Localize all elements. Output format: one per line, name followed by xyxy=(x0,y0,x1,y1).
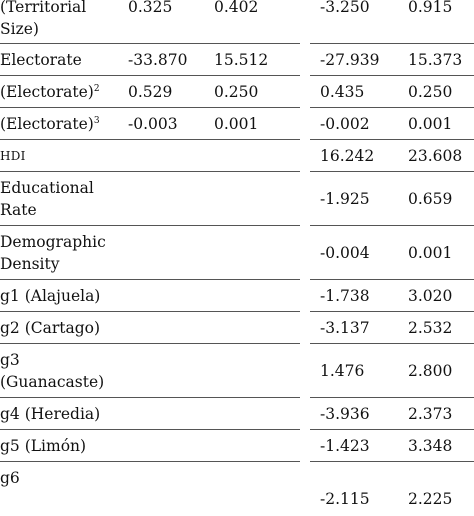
row-divider-right xyxy=(310,343,474,344)
model2-coefficient: -2.115 xyxy=(320,490,370,508)
model2-coefficient: 16.242 xyxy=(320,147,375,165)
table-row: (Electorate)2 0.529 0.250 0.435 0.250 xyxy=(0,76,474,108)
model1-std-error: 0.250 xyxy=(214,83,259,101)
row-divider-left xyxy=(0,171,300,172)
row-divider-right xyxy=(310,397,474,398)
row-divider-left xyxy=(0,43,300,44)
table-row: g2 (Cartago) -3.137 2.532 xyxy=(0,312,474,344)
row-label: (Territorial Size) xyxy=(0,0,87,38)
row-divider-left xyxy=(0,461,300,462)
row-label: Educational Rate xyxy=(0,179,94,219)
row-label: (Electorate) xyxy=(0,83,94,101)
exponent: 3 xyxy=(93,115,100,126)
row-label: g5 (Limón) xyxy=(0,437,87,455)
model1-coefficient: 0.325 xyxy=(128,0,173,16)
row-divider-left xyxy=(0,139,300,140)
row-divider-left xyxy=(0,75,300,76)
model2-coefficient: -1.423 xyxy=(320,437,370,455)
row-divider-right xyxy=(310,279,474,280)
model1-coefficient: 0.529 xyxy=(128,83,173,101)
model2-coefficient: -1.925 xyxy=(320,190,370,208)
row-label: g1 (Alajuela) xyxy=(0,287,101,305)
model2-std-error: 3.348 xyxy=(408,437,453,455)
model2-std-error: 0.001 xyxy=(408,115,453,133)
row-divider-right xyxy=(310,75,474,76)
row-label: Demographic Density xyxy=(0,233,106,273)
row-divider-right xyxy=(310,107,474,108)
row-divider-right xyxy=(310,311,474,312)
model2-coefficient: -0.002 xyxy=(320,115,370,133)
row-label-group: (Electorate)3 xyxy=(0,113,120,135)
row-divider-right xyxy=(310,139,474,140)
row-divider-left xyxy=(0,225,300,226)
row-divider-left xyxy=(0,397,300,398)
model2-std-error: 2.225 xyxy=(408,490,453,508)
model2-std-error: 15.373 xyxy=(408,51,463,69)
model2-std-error: 0.915 xyxy=(408,0,453,16)
model2-std-error: 2.532 xyxy=(408,319,453,337)
row-divider-right xyxy=(310,43,474,44)
model2-std-error: 23.608 xyxy=(408,147,463,165)
row-label: g4 (Heredia) xyxy=(0,405,101,423)
model2-coefficient: -3.137 xyxy=(320,319,370,337)
model1-coefficient: -0.003 xyxy=(128,115,178,133)
table-row: g1 (Alajuela) -1.738 3.020 xyxy=(0,280,474,312)
model2-std-error: 0.001 xyxy=(408,244,453,262)
model1-coefficient: -33.870 xyxy=(128,51,188,69)
model2-coefficient: -3.250 xyxy=(320,0,370,16)
row-divider-right xyxy=(310,171,474,172)
model1-std-error: 0.001 xyxy=(214,115,259,133)
model2-coefficient: -1.738 xyxy=(320,287,370,305)
table-row: g6 -2.115 2.225 xyxy=(0,462,474,516)
table-row: Educational Rate -1.925 0.659 xyxy=(0,172,474,226)
table-row: (Electorate)3 -0.003 0.001 -0.002 0.001 xyxy=(0,108,474,140)
model2-std-error: 2.373 xyxy=(408,405,453,423)
table-row: g4 (Heredia) -3.936 2.373 xyxy=(0,398,474,430)
model2-std-error: 2.800 xyxy=(408,362,453,380)
table-row: g5 (Limón) -1.423 3.348 xyxy=(0,430,474,462)
table-row: (Territorial Size) 0.325 0.402 -3.250 0.… xyxy=(0,0,474,44)
model2-coefficient: 1.476 xyxy=(320,362,365,380)
row-divider-right xyxy=(310,225,474,226)
table-row: Electorate -33.870 15.512 -27.939 15.373 xyxy=(0,44,474,76)
row-divider-left xyxy=(0,107,300,108)
model1-std-error: 0.402 xyxy=(214,0,259,16)
row-divider-right xyxy=(310,429,474,430)
row-label: Electorate xyxy=(0,51,82,69)
model2-coefficient: -0.004 xyxy=(320,244,370,262)
row-divider-left xyxy=(0,343,300,344)
row-divider-right xyxy=(310,461,474,462)
row-divider-left xyxy=(0,279,300,280)
row-label-group: (Electorate)2 xyxy=(0,81,120,103)
row-divider-left xyxy=(0,311,300,312)
row-label: (Electorate) xyxy=(0,115,94,133)
table-row: HDI 16.242 23.608 xyxy=(0,140,474,172)
model2-coefficient: -27.939 xyxy=(320,51,380,69)
row-label: g6 xyxy=(0,469,20,487)
model2-std-error: 0.659 xyxy=(408,190,453,208)
model1-std-error: 15.512 xyxy=(214,51,269,69)
row-label: HDI xyxy=(0,149,26,163)
model2-coefficient: -3.936 xyxy=(320,405,370,423)
table-row: Demographic Density -0.004 0.001 xyxy=(0,226,474,280)
row-divider-left xyxy=(0,429,300,430)
model2-std-error: 3.020 xyxy=(408,287,453,305)
model2-coefficient: 0.435 xyxy=(320,83,365,101)
exponent: 2 xyxy=(93,83,100,94)
row-label: g3 (Guanacaste) xyxy=(0,351,105,391)
row-label: g2 (Cartago) xyxy=(0,319,101,337)
model2-std-error: 0.250 xyxy=(408,83,453,101)
table-row: g3 (Guanacaste) 1.476 2.800 xyxy=(0,344,474,398)
